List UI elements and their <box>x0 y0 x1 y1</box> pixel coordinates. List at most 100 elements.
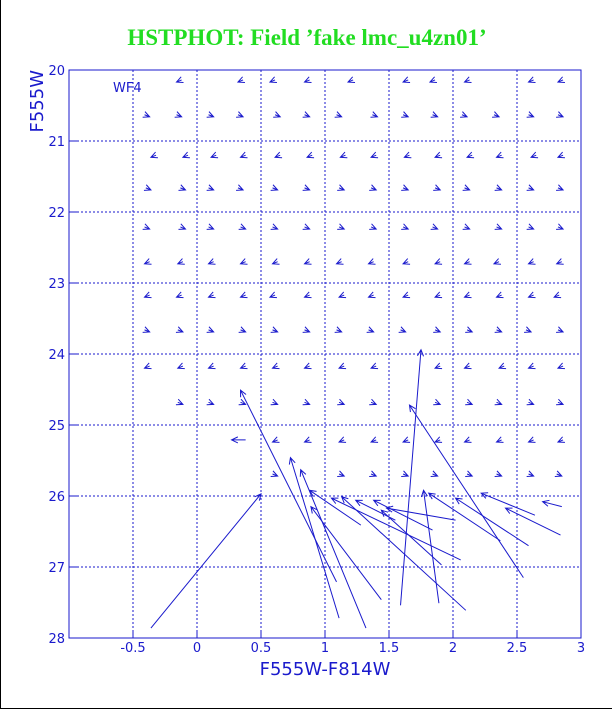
arrow <box>465 326 474 333</box>
arrow <box>299 468 367 629</box>
y-tick-label: 21 <box>48 135 65 150</box>
arrow <box>541 499 562 508</box>
arrow <box>526 184 535 191</box>
arrow <box>238 326 247 333</box>
arrow <box>494 398 503 406</box>
arrow <box>302 398 311 406</box>
arrow <box>402 76 411 83</box>
arrow <box>434 362 443 370</box>
arrow <box>494 223 503 230</box>
arrow <box>367 291 376 299</box>
arrow <box>556 184 565 191</box>
arrow <box>239 151 248 159</box>
arrow <box>434 258 443 265</box>
y-tick-label: 28 <box>48 632 65 647</box>
y-tick-label: 22 <box>48 206 65 221</box>
arrow <box>270 184 279 191</box>
x-tick-label: 1.5 <box>379 641 400 656</box>
arrow <box>337 184 346 191</box>
arrow <box>434 436 443 443</box>
arrow <box>433 184 442 191</box>
arrow <box>495 151 504 159</box>
y-tick-label: 24 <box>48 348 65 363</box>
arrow <box>334 326 343 333</box>
arrow <box>498 362 507 370</box>
arrow <box>370 436 379 443</box>
arrow <box>302 111 311 118</box>
arrow <box>337 223 346 230</box>
arrow <box>366 326 375 333</box>
arrow <box>268 291 277 299</box>
x-tick-label: 2.5 <box>507 641 528 656</box>
arrow <box>271 362 280 370</box>
arrow <box>402 258 411 265</box>
arrow <box>556 151 565 159</box>
arrow <box>206 111 215 118</box>
arrow <box>400 348 424 606</box>
arrow <box>149 151 158 159</box>
arrow <box>555 258 564 265</box>
x-tick-label: 3 <box>577 641 585 656</box>
arrow <box>338 362 347 370</box>
arrow <box>433 398 442 406</box>
arrow <box>175 76 184 83</box>
arrow <box>494 326 503 333</box>
arrow <box>143 184 152 191</box>
arrow <box>338 436 347 443</box>
arrow <box>178 223 187 230</box>
arrow <box>402 436 411 443</box>
arrow <box>369 398 378 406</box>
y-tick-label: 25 <box>48 419 65 434</box>
arrow <box>463 258 472 265</box>
arrow <box>273 111 282 118</box>
arrow <box>430 470 439 478</box>
arrow <box>556 436 565 443</box>
x-tick-label: -0.5 <box>120 641 145 656</box>
arrow <box>142 111 151 118</box>
arrow <box>240 389 337 583</box>
arrow <box>143 258 152 265</box>
arrow <box>207 258 216 265</box>
arrow <box>372 499 433 531</box>
arrow <box>504 507 561 536</box>
arrow <box>402 291 411 299</box>
arrow <box>495 436 504 443</box>
arrow <box>553 291 562 299</box>
arrow <box>337 470 346 478</box>
arrow <box>367 258 376 265</box>
arrow <box>303 258 312 265</box>
arrow <box>480 492 536 516</box>
arrow <box>495 291 504 299</box>
arrow <box>303 76 312 83</box>
arrow <box>288 456 340 619</box>
arrow <box>462 184 471 191</box>
arrow <box>302 223 311 230</box>
arrow <box>494 470 503 478</box>
arrow <box>556 326 565 333</box>
arrow <box>206 398 215 406</box>
arrow <box>142 223 151 230</box>
arrow <box>303 362 312 370</box>
arrow <box>174 111 183 118</box>
x-tick-label: 1 <box>321 641 329 656</box>
arrow <box>181 151 190 159</box>
arrow <box>270 326 279 333</box>
arrow <box>310 505 382 600</box>
arrow <box>337 398 346 406</box>
arrow <box>554 470 563 478</box>
arrow <box>369 184 378 191</box>
arrow <box>370 111 379 118</box>
arrow <box>238 223 247 230</box>
arrow <box>236 184 245 191</box>
arrow <box>465 398 474 406</box>
arrow <box>420 489 440 604</box>
arrow <box>556 111 565 118</box>
arrow <box>207 291 216 299</box>
arrow <box>524 326 533 333</box>
arrow <box>175 326 184 333</box>
arrow <box>369 223 378 230</box>
arrow <box>206 223 215 230</box>
arrow <box>403 151 412 159</box>
arrow <box>492 111 501 118</box>
arrow <box>556 223 565 230</box>
